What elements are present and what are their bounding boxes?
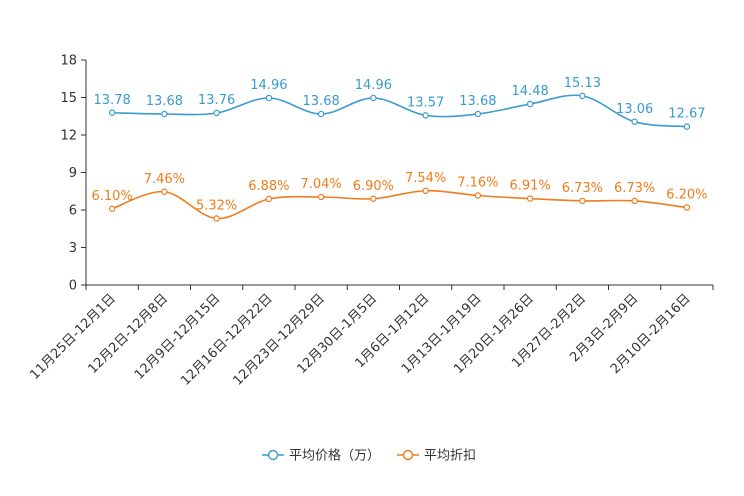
data-point: [265, 94, 273, 102]
data-point: [683, 204, 691, 211]
data-point: [265, 195, 273, 203]
data-point: [317, 193, 325, 201]
data-label: 6.91%: [509, 179, 550, 194]
data-point: [631, 118, 638, 125]
y-axis: 0 3 6 9 12 15 18: [60, 54, 87, 294]
data-label: 15.13: [564, 76, 601, 91]
y-tick-label: 9: [69, 166, 77, 181]
x-tick-label: 11月25日-12月1日: [27, 291, 119, 383]
data-label: 13.57: [407, 95, 444, 110]
data-point: [213, 109, 220, 117]
data-point: [370, 94, 377, 102]
data-label: 7.46%: [144, 172, 185, 187]
data-point: [526, 195, 534, 202]
data-label: 6.90%: [353, 179, 394, 194]
data-point: [579, 92, 586, 100]
data-point: [579, 197, 586, 205]
data-label: 13.76: [198, 93, 235, 108]
series-layer: 13.78 13.68 13.76 14.96 13.68 14.96 13.57 13.68…: [91, 76, 708, 222]
data-label: 14.96: [355, 78, 392, 93]
data-point: [317, 110, 325, 118]
data-point: [370, 195, 377, 202]
data-label: 5.32%: [196, 199, 237, 214]
data-label: 13.68: [459, 94, 496, 109]
legend-label-0: 平均价格（万）: [289, 448, 380, 464]
y-tick-label: 12: [60, 129, 77, 144]
y-tick-label: 18: [60, 54, 77, 69]
series-line-1: [111, 189, 687, 220]
data-point: [422, 112, 429, 119]
data-point: [161, 110, 168, 118]
data-point: [683, 123, 691, 130]
data-label: 12.67: [668, 107, 705, 122]
data-label: 13.68: [146, 94, 183, 109]
x-axis: 11月25日-12月1日12月2日-12月8日12月9日-12月15日12月16…: [27, 284, 714, 389]
data-point: [213, 215, 220, 222]
data-label: 6.73%: [614, 181, 655, 196]
data-label: 7.16%: [457, 176, 498, 191]
data-label: 14.96: [250, 78, 287, 93]
data-point: [161, 188, 168, 195]
data-label: 13.06: [616, 102, 653, 117]
legend-label-1: 平均折扣: [424, 449, 476, 464]
data-label: 6.20%: [666, 188, 707, 203]
data-label: 13.68: [303, 94, 340, 109]
data-label: 14.48: [512, 84, 549, 99]
data-label: 6.73%: [562, 181, 603, 196]
data-point: [108, 205, 116, 212]
data-point: [526, 100, 534, 108]
data-point: [474, 110, 482, 118]
y-tick-label: 15: [60, 91, 77, 106]
y-tick-label: 0: [69, 279, 77, 294]
data-label: 6.88%: [248, 179, 289, 194]
data-point: [474, 192, 482, 199]
y-tick-label: 6: [69, 204, 77, 219]
data-label: 7.54%: [405, 171, 446, 186]
data-label: 13.78: [94, 93, 131, 108]
data-label: 6.10%: [91, 189, 132, 204]
data-point: [422, 187, 429, 194]
legend: 平均价格（万） 平均折扣: [262, 448, 476, 464]
legend-marker-0: [267, 449, 279, 461]
legend-marker-1: [402, 449, 414, 461]
series-line-0: [112, 94, 687, 128]
data-point: [631, 197, 638, 205]
x-tick-label: 12月23日-12月29日: [230, 291, 327, 388]
y-tick-label: 3: [69, 241, 77, 256]
x-tick-label: 12月16日-12月22日: [178, 291, 275, 388]
data-label: 7.04%: [300, 177, 341, 192]
data-point: [108, 109, 116, 116]
